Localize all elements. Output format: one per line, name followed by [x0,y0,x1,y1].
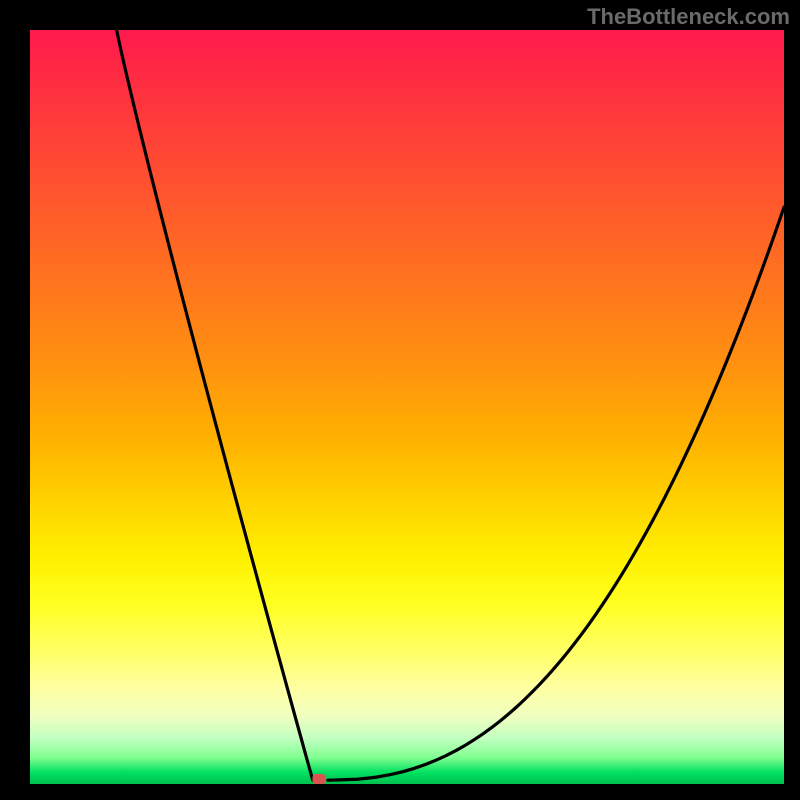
plot-area [30,30,784,784]
watermark-text: TheBottleneck.com [587,4,790,30]
optimal-point-marker [312,774,325,784]
bottleneck-curve [30,30,784,784]
curve-left-branch [117,30,313,780]
curve-right-branch [328,207,784,780]
